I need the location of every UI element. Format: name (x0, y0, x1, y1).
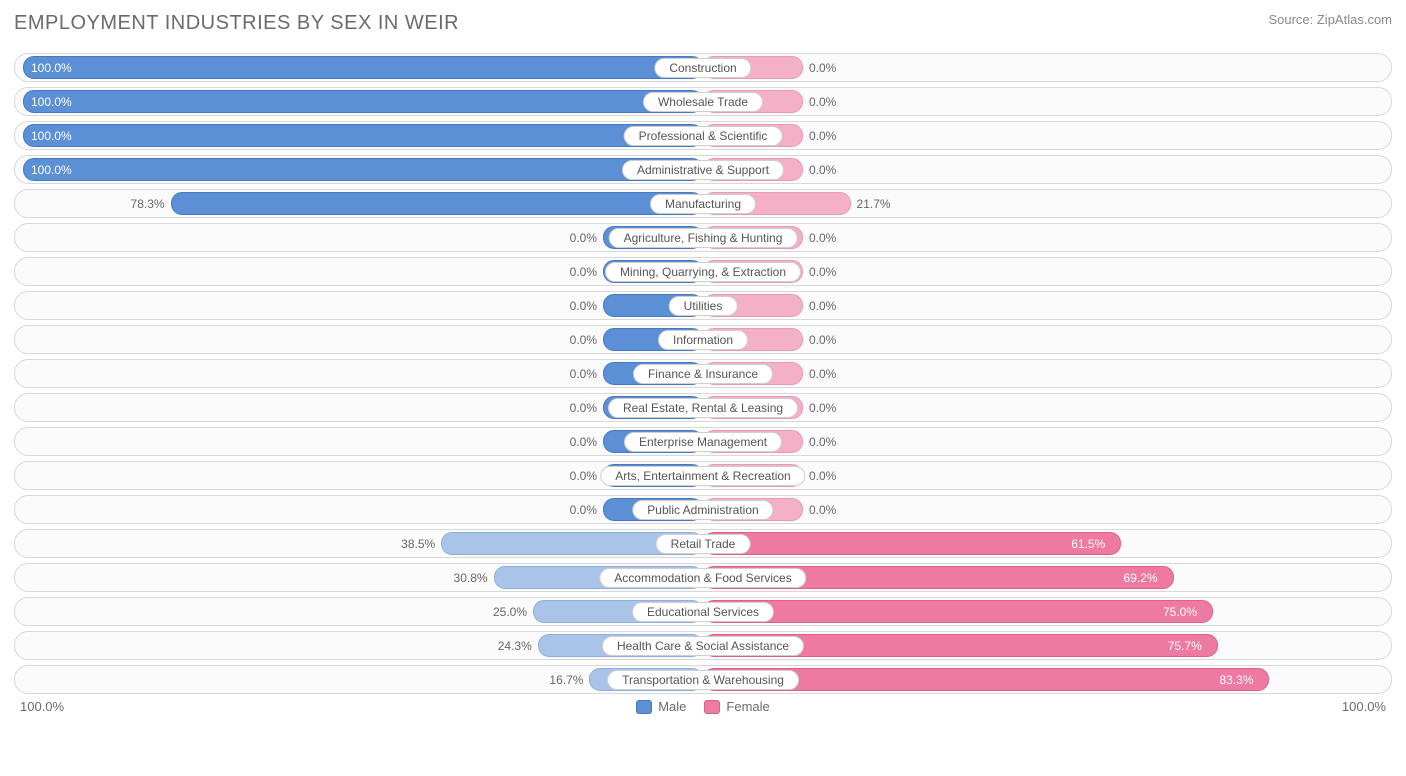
female-bar (703, 532, 1121, 555)
legend-female: Female (704, 699, 769, 714)
female-value-label: 0.0% (809, 163, 836, 177)
male-value-label: 0.0% (570, 299, 597, 313)
category-label: Information (658, 330, 748, 350)
chart-source: Source: ZipAtlas.com (1268, 12, 1392, 27)
chart-row: Finance & Insurance 0.0% 0.0% (14, 359, 1392, 388)
category-label: Transportation & Warehousing (607, 670, 799, 690)
category-label: Accommodation & Food Services (599, 568, 806, 588)
male-value-label: 0.0% (570, 435, 597, 449)
chart-row: Real Estate, Rental & Leasing 0.0% 0.0% (14, 393, 1392, 422)
category-label: Enterprise Management (624, 432, 782, 452)
category-label: Manufacturing (650, 194, 756, 214)
category-label: Real Estate, Rental & Leasing (608, 398, 798, 418)
female-value-label: 0.0% (809, 95, 836, 109)
female-value-label: 0.0% (809, 469, 836, 483)
male-value-label: 78.3% (131, 197, 165, 211)
female-value-label: 0.0% (809, 503, 836, 517)
chart-row: Public Administration 0.0% 0.0% (14, 495, 1392, 524)
axis-right-label: 100.0% (1342, 699, 1386, 714)
chart-row: Enterprise Management 0.0% 0.0% (14, 427, 1392, 456)
female-value-label: 0.0% (809, 435, 836, 449)
male-value-label: 100.0% (31, 163, 72, 177)
chart-row: Information 0.0% 0.0% (14, 325, 1392, 354)
axis-left-label: 100.0% (20, 699, 64, 714)
chart-row: Retail Trade 38.5% 61.5% (14, 529, 1392, 558)
female-value-label: 0.0% (809, 367, 836, 381)
chart-row: Professional & Scientific 100.0% 0.0% (14, 121, 1392, 150)
category-label: Educational Services (632, 602, 774, 622)
category-label: Professional & Scientific (624, 126, 783, 146)
category-label: Administrative & Support (622, 160, 784, 180)
category-label: Construction (654, 58, 751, 78)
female-value-label: 69.2% (1124, 571, 1158, 585)
female-value-label: 75.0% (1163, 605, 1197, 619)
legend-female-label: Female (726, 699, 769, 714)
female-value-label: 0.0% (809, 61, 836, 75)
male-value-label: 100.0% (31, 61, 72, 75)
category-label: Finance & Insurance (633, 364, 773, 384)
male-value-label: 24.3% (498, 639, 532, 653)
category-label: Public Administration (632, 500, 773, 520)
male-value-label: 0.0% (570, 469, 597, 483)
chart-row: Manufacturing 78.3% 21.7% (14, 189, 1392, 218)
male-value-label: 0.0% (570, 503, 597, 517)
chart-row: Mining, Quarrying, & Extraction 0.0% 0.0% (14, 257, 1392, 286)
category-label: Arts, Entertainment & Recreation (600, 466, 805, 486)
female-value-label: 0.0% (809, 265, 836, 279)
category-label: Health Care & Social Assistance (602, 636, 804, 656)
male-value-label: 0.0% (570, 265, 597, 279)
category-label: Utilities (669, 296, 738, 316)
category-label: Retail Trade (656, 534, 751, 554)
male-value-label: 0.0% (570, 367, 597, 381)
female-value-label: 0.0% (809, 333, 836, 347)
male-bar (23, 90, 703, 113)
chart-row: Educational Services 25.0% 75.0% (14, 597, 1392, 626)
category-label: Mining, Quarrying, & Extraction (605, 262, 801, 282)
male-bar (23, 158, 703, 181)
chart-row: Wholesale Trade 100.0% 0.0% (14, 87, 1392, 116)
female-bar (703, 600, 1213, 623)
male-value-label: 30.8% (454, 571, 488, 585)
chart-row: Arts, Entertainment & Recreation0.0%0.0% (14, 461, 1392, 490)
female-value-label: 83.3% (1219, 673, 1253, 687)
chart-row: Administrative & Support 100.0% 0.0% (14, 155, 1392, 184)
female-value-label: 61.5% (1071, 537, 1105, 551)
female-value-label: 0.0% (809, 401, 836, 415)
male-value-label: 25.0% (493, 605, 527, 619)
male-value-label: 0.0% (570, 401, 597, 415)
chart-header: EMPLOYMENT INDUSTRIES BY SEX IN WEIR Sou… (14, 12, 1392, 35)
chart-row: Accommodation & Food Services 30.8% 69.2% (14, 563, 1392, 592)
male-value-label: 0.0% (570, 231, 597, 245)
legend-male-swatch (636, 700, 652, 714)
male-value-label: 38.5% (401, 537, 435, 551)
female-value-label: 0.0% (809, 299, 836, 313)
male-value-label: 0.0% (570, 333, 597, 347)
legend: Male Female (636, 699, 770, 714)
chart-title: EMPLOYMENT INDUSTRIES BY SEX IN WEIR (14, 12, 459, 35)
chart-footer: 100.0% Male Female 100.0% (14, 699, 1392, 714)
male-value-label: 100.0% (31, 95, 72, 109)
legend-female-swatch (704, 700, 720, 714)
male-bar (23, 56, 703, 79)
male-bar (23, 124, 703, 147)
legend-male-label: Male (658, 699, 686, 714)
category-label: Wholesale Trade (643, 92, 763, 112)
legend-male: Male (636, 699, 686, 714)
female-value-label: 21.7% (857, 197, 891, 211)
chart-row: Health Care & Social Assistance 24.3% 75.7… (14, 631, 1392, 660)
chart-row: Agriculture, Fishing & Hunting 0.0% 0.0% (14, 223, 1392, 252)
chart-row: Construction 100.0% 0.0% (14, 53, 1392, 82)
male-value-label: 16.7% (549, 673, 583, 687)
chart-body: Construction 100.0% 0.0% Wholesale Trade 100… (14, 53, 1392, 694)
category-label: Agriculture, Fishing & Hunting (609, 228, 798, 248)
male-value-label: 100.0% (31, 129, 72, 143)
female-value-label: 0.0% (809, 231, 836, 245)
chart-row: Transportation & Warehousing 16.7% 83.3% (14, 665, 1392, 694)
male-bar (171, 192, 703, 215)
female-value-label: 0.0% (809, 129, 836, 143)
chart-row: Utilities 0.0% 0.0% (14, 291, 1392, 320)
female-value-label: 75.7% (1168, 639, 1202, 653)
